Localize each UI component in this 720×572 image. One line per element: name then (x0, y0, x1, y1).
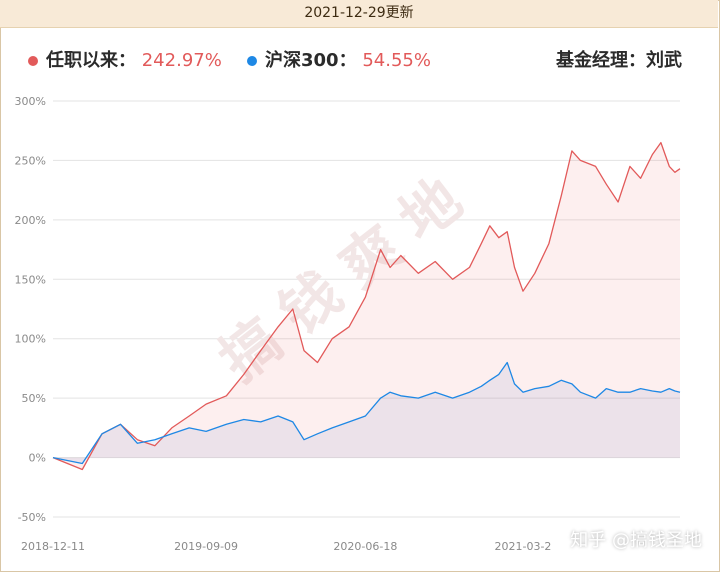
series-line-index (52, 361, 681, 465)
corner-watermark: 知乎 @搞钱圣地 (570, 530, 702, 551)
index-legend-label: 沪深300： (265, 50, 357, 71)
x-tick-label: 2019-09-09 (174, 540, 238, 553)
y-tick-label: 100% (15, 333, 46, 346)
fund-legend-value: 242.97% (141, 50, 222, 71)
update-date-bar: 2021-12-29更新 (0, 0, 718, 28)
x-tick-label: 2020-06-18 (333, 540, 397, 553)
fund-legend-dot (28, 56, 38, 66)
index-legend: 沪深300： 54.55% (265, 44, 431, 78)
y-tick-label: 300% (15, 95, 46, 108)
fund-legend: 任职以来： 242.97% (46, 44, 222, 78)
index-legend-value: 54.55% (362, 50, 431, 71)
legend: 任职以来： 242.97% 沪深300： 54.55% 基金经理：刘武 (0, 44, 718, 78)
y-tick-label: 0% (29, 452, 46, 465)
series-area-index (53, 362, 680, 464)
series-area-fund (53, 142, 680, 470)
manager-label: 基金经理：刘武 (556, 50, 682, 71)
update-date: 2021-12-29更新 (304, 5, 414, 21)
x-tick-label: 2018-12-11 (21, 540, 85, 553)
index-legend-dot (247, 56, 257, 66)
x-tick-label: 2021-03-2 (494, 540, 551, 553)
y-tick-label: -50% (18, 511, 46, 524)
fund-legend-label: 任职以来： (46, 50, 136, 71)
y-tick-label: 250% (15, 154, 46, 167)
y-tick-label: 200% (15, 214, 46, 227)
y-tick-label: 50% (22, 392, 46, 405)
y-tick-label: 150% (15, 273, 46, 286)
series-line-fund (52, 141, 681, 471)
